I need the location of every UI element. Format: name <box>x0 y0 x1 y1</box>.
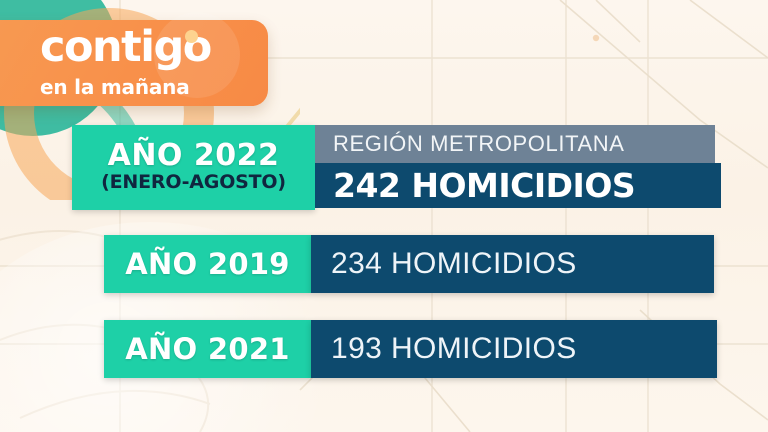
featured-value-column: REGIÓN METROPOLITANA 242 HOMICIDIOS <box>315 125 721 210</box>
logo-subtitle: en la mañana <box>40 75 190 99</box>
year-label: AÑO 2021 <box>125 332 290 366</box>
value-box: 193 HOMICIDIOS <box>311 320 717 378</box>
featured-value-box: 242 HOMICIDIOS <box>315 163 721 208</box>
year-label: AÑO 2019 <box>125 247 290 281</box>
featured-year-label: AÑO 2022 <box>107 137 280 173</box>
value-label: 193 HOMICIDIOS <box>331 332 577 365</box>
year-box: AÑO 2019 <box>104 235 311 293</box>
program-logo: contigo en la mañana <box>0 12 268 106</box>
logo-circle-accent <box>154 12 240 98</box>
year-box: AÑO 2021 <box>104 320 311 378</box>
stat-row: AÑO 2019 234 HOMICIDIOS <box>104 235 714 293</box>
featured-value-label: 242 HOMICIDIOS <box>333 166 636 205</box>
featured-year-box: AÑO 2022 (ENERO-AGOSTO) <box>72 125 315 210</box>
logo-wordmark: contigo <box>40 22 212 72</box>
value-box: 234 HOMICIDIOS <box>311 235 714 293</box>
stat-row-featured: AÑO 2022 (ENERO-AGOSTO) REGIÓN METROPOLI… <box>72 125 721 210</box>
value-label: 234 HOMICIDIOS <box>331 247 577 280</box>
stat-row: AÑO 2021 193 HOMICIDIOS <box>104 320 717 378</box>
logo-i-dot-icon <box>185 30 198 43</box>
region-header-label: REGIÓN METROPOLITANA <box>333 131 625 156</box>
region-header-band: REGIÓN METROPOLITANA <box>315 125 715 163</box>
featured-period-label: (ENERO-AGOSTO) <box>101 171 286 194</box>
